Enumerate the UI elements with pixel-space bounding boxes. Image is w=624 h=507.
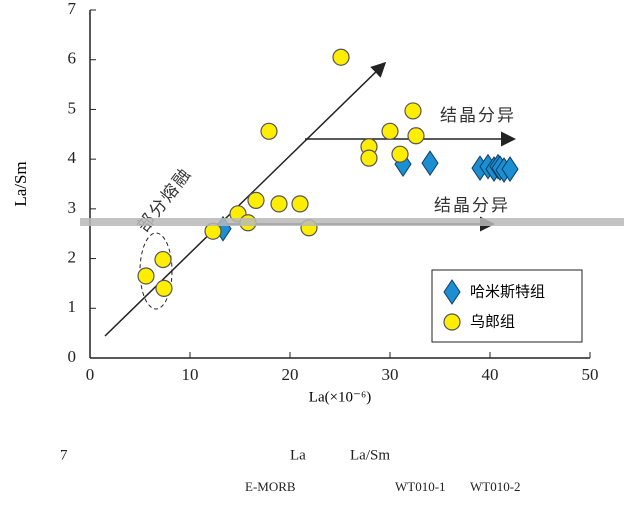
y-tick-label: 1 bbox=[68, 297, 77, 316]
y-tick-label: 7 bbox=[68, 0, 77, 18]
x-axis-label: La(×10⁻⁶) bbox=[309, 389, 371, 405]
x-tick-label: 20 bbox=[282, 365, 299, 384]
circle-point bbox=[247, 191, 265, 210]
caption: E-MORB bbox=[245, 479, 296, 494]
circle-point bbox=[443, 313, 461, 331]
y-tick-label: 3 bbox=[68, 198, 77, 217]
circle-point bbox=[291, 195, 309, 213]
diamond-point bbox=[501, 156, 519, 182]
circle-point bbox=[137, 267, 155, 285]
legend bbox=[431, 269, 583, 343]
x-tick-label: 30 bbox=[382, 365, 399, 384]
caption: La/Sm bbox=[350, 447, 390, 463]
y-tick-label: 0 bbox=[68, 347, 77, 366]
caption: La bbox=[290, 447, 306, 463]
y-tick-label: 4 bbox=[68, 148, 77, 167]
y-tick-label: 6 bbox=[68, 49, 77, 68]
x-tick-label: 40 bbox=[482, 365, 499, 384]
x-tick-label: 0 bbox=[86, 365, 95, 384]
group-ellipse bbox=[139, 232, 173, 310]
diamond-point bbox=[443, 279, 461, 305]
annotation: 结晶分异 bbox=[440, 106, 516, 126]
circle-point bbox=[360, 149, 378, 167]
circle-point bbox=[155, 279, 173, 297]
caption: WT010-1 bbox=[395, 479, 446, 494]
y-axis-label: La/Sm bbox=[11, 161, 30, 206]
circle-point bbox=[391, 145, 409, 163]
annotation: 结晶分异 bbox=[434, 196, 510, 216]
y-tick-label: 5 bbox=[68, 98, 77, 117]
circle-point bbox=[260, 122, 278, 140]
legend-label: 乌郎组 bbox=[470, 313, 515, 331]
overlay-bar bbox=[80, 218, 624, 226]
circle-point bbox=[270, 195, 288, 213]
y-tick-label: 2 bbox=[68, 247, 77, 266]
diamond-point bbox=[421, 150, 439, 177]
circle-point bbox=[332, 48, 350, 66]
circle-point bbox=[407, 127, 425, 145]
circle-point bbox=[381, 122, 399, 140]
x-tick-label: 50 bbox=[582, 365, 599, 384]
circle-point bbox=[404, 102, 422, 120]
caption: WT010-2 bbox=[470, 479, 521, 494]
melting-arrow bbox=[104, 61, 387, 337]
caption: 7 bbox=[60, 447, 68, 463]
x-tick-label: 10 bbox=[182, 365, 199, 384]
legend-label: 哈米斯特组 bbox=[470, 283, 545, 301]
plot-background bbox=[0, 0, 624, 410]
circle-point bbox=[154, 250, 172, 269]
